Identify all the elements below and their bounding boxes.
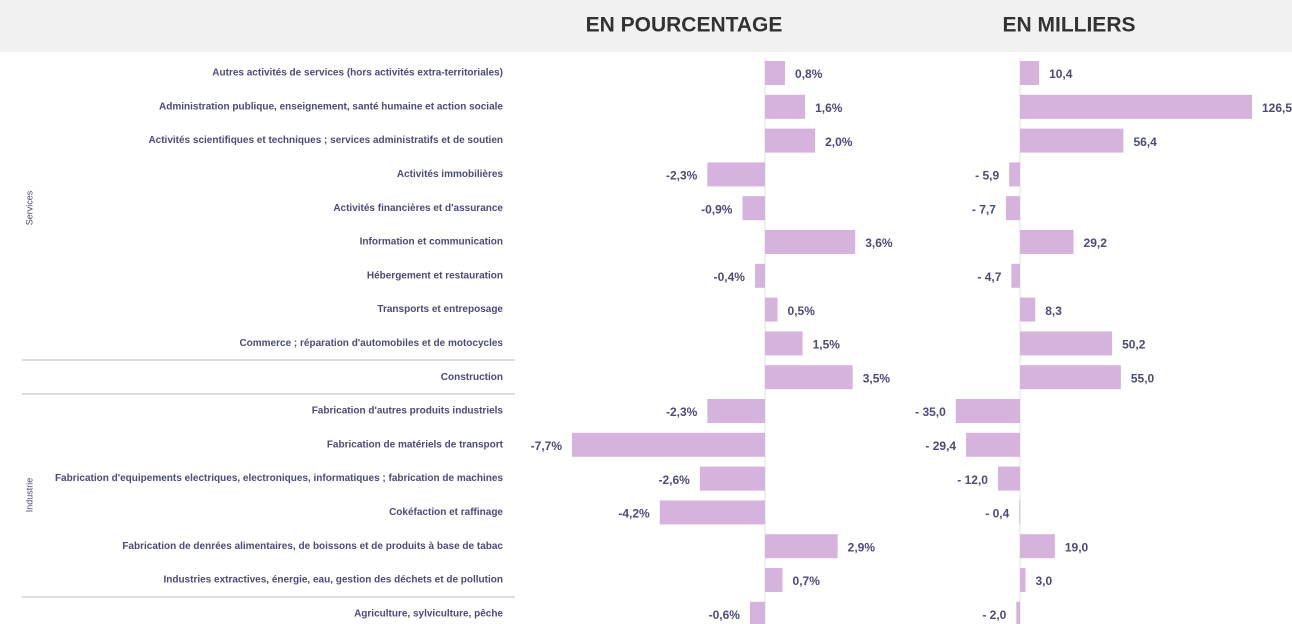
value-label: 55,0: [1131, 371, 1155, 385]
bar: [707, 162, 765, 187]
category-label: Information et communication: [360, 237, 503, 248]
bar: [1020, 331, 1113, 356]
bar: [572, 432, 765, 457]
value-label: - 12,0: [957, 473, 988, 487]
bar: [1009, 162, 1020, 187]
bar: [765, 534, 838, 559]
category-label: Activités scientifiques et techniques ; …: [148, 135, 503, 146]
bar: [1005, 196, 1020, 221]
bar: [707, 399, 765, 423]
bar: [742, 196, 765, 221]
bar: [765, 61, 786, 85]
value-label: 0,8%: [795, 67, 823, 81]
header-band: [0, 0, 1292, 52]
bar: [765, 94, 806, 119]
bar: [749, 601, 765, 624]
category-label: Construction: [441, 372, 503, 383]
bar: [659, 500, 765, 525]
bar: [1016, 601, 1020, 624]
value-label: 3,5%: [863, 371, 891, 385]
value-label: -2,3%: [666, 169, 698, 183]
value-label: - 5,9: [975, 169, 999, 183]
bar: [765, 297, 778, 322]
bar: [1020, 365, 1121, 390]
category-label: Fabrication de denrées alimentaires, de …: [122, 541, 503, 552]
value-label: - 7,7: [972, 202, 996, 216]
value-label: 2,9%: [848, 540, 876, 554]
category-label: Agriculture, sylviculture, pêche: [354, 608, 503, 619]
category-label: Commerce ; réparation d'automobiles et d…: [239, 338, 503, 349]
value-label: 3,0: [1036, 574, 1053, 588]
bar: [966, 432, 1020, 457]
value-label: -7,7%: [531, 439, 563, 453]
chart-title: EN POURCENTAGE: [586, 14, 783, 37]
value-label: 19,0: [1065, 540, 1089, 554]
value-label: 0,5%: [788, 304, 816, 318]
bar: [1020, 534, 1055, 559]
bar: [765, 365, 853, 390]
value-label: - 2,0: [982, 608, 1006, 622]
value-label: 10,4: [1049, 67, 1073, 81]
category-label: Industries extractives, énergie, eau, ge…: [163, 575, 503, 586]
category-label: Fabrication d'equipements electriques, e…: [55, 473, 503, 484]
value-label: -2,6%: [658, 473, 690, 487]
bar: [765, 568, 783, 592]
bar: [1020, 128, 1124, 153]
bar: [997, 466, 1020, 491]
category-label: Fabrication d'autres produits industriel…: [312, 406, 504, 417]
bar: [1020, 568, 1026, 592]
bar: [1020, 297, 1036, 322]
value-label: - 29,4: [925, 439, 956, 453]
bar: [765, 230, 856, 254]
value-label: 50,2: [1122, 338, 1146, 352]
bar: [1020, 61, 1040, 85]
value-label: 8,3: [1045, 304, 1062, 318]
bar: [765, 331, 803, 356]
bar: [765, 128, 816, 153]
category-label: Hébergement et restauration: [367, 270, 503, 281]
bar: [754, 263, 765, 288]
value-label: -0,4%: [714, 270, 746, 284]
value-label: -2,3%: [666, 405, 698, 419]
bar: [1011, 263, 1020, 288]
value-label: - 0,4: [985, 507, 1009, 521]
category-label: Activités immobilières: [397, 169, 504, 180]
bar: [699, 466, 765, 491]
value-label: 2,0%: [825, 135, 853, 149]
value-label: -0,9%: [701, 202, 733, 216]
value-label: 0,7%: [793, 574, 821, 588]
bar: [1019, 500, 1021, 525]
category-label: Autres activités de services (hors activ…: [212, 68, 503, 79]
bar: [1020, 94, 1253, 119]
value-label: 1,5%: [813, 338, 841, 352]
category-label: Administration publique, enseignement, s…: [159, 101, 503, 112]
value-label: -4,2%: [618, 507, 650, 521]
category-label: Transports et entreposage: [377, 304, 503, 315]
value-label: 56,4: [1133, 135, 1157, 149]
bar: [955, 399, 1020, 423]
value-label: 3,6%: [865, 236, 893, 250]
value-label: 126,5: [1262, 101, 1292, 115]
value-label: 29,2: [1084, 236, 1108, 250]
category-label: Activités financières et d'assurance: [333, 203, 503, 214]
value-label: -0,6%: [709, 608, 741, 622]
value-label: - 35,0: [915, 405, 946, 419]
category-label: Cokéfaction et raffinage: [389, 507, 503, 518]
bar: [1020, 230, 1074, 254]
category-label: Fabrication de matériels de transport: [327, 439, 504, 450]
chart-title: EN MILLIERS: [1002, 14, 1135, 37]
value-label: - 4,7: [977, 270, 1001, 284]
value-label: 1,6%: [815, 101, 843, 115]
group-label: Industrie: [24, 478, 34, 513]
group-label: Services: [24, 190, 34, 225]
